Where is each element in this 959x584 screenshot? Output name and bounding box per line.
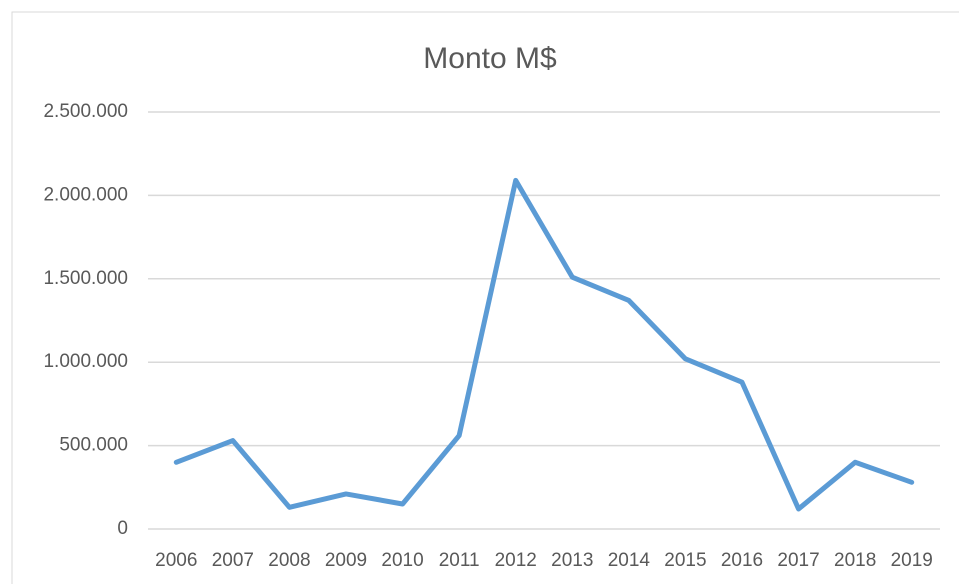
x-tick-label: 2018 (834, 550, 876, 571)
x-tick-label: 2019 (891, 550, 933, 571)
x-tick-label: 2015 (664, 550, 706, 571)
x-tick-label: 2012 (495, 550, 537, 571)
y-tick-label: 2.500.000 (43, 101, 128, 122)
y-tick-label: 1.000.000 (43, 351, 128, 372)
x-tick-label: 2007 (212, 550, 254, 571)
x-tick-label: 2006 (155, 550, 197, 571)
chart-border (11, 11, 959, 584)
x-tick-label: 2016 (721, 550, 763, 571)
x-tick-label: 2008 (268, 550, 310, 571)
chart-title: Monto M$ (423, 42, 557, 75)
y-tick-label: 500.000 (59, 435, 128, 456)
x-tick-label: 2017 (777, 550, 819, 571)
y-tick-label: 2.000.000 (43, 184, 128, 205)
data-line (173, 177, 915, 512)
x-tick-label: 2010 (381, 550, 423, 571)
x-tick-label: 2013 (551, 550, 593, 571)
x-tick-label: 2014 (608, 550, 651, 571)
x-tick-label: 2009 (325, 550, 367, 571)
x-tick-label: 2011 (439, 550, 480, 571)
y-tick-label: 1.500.000 (43, 268, 128, 289)
y-tick-label: 0 (117, 518, 128, 539)
